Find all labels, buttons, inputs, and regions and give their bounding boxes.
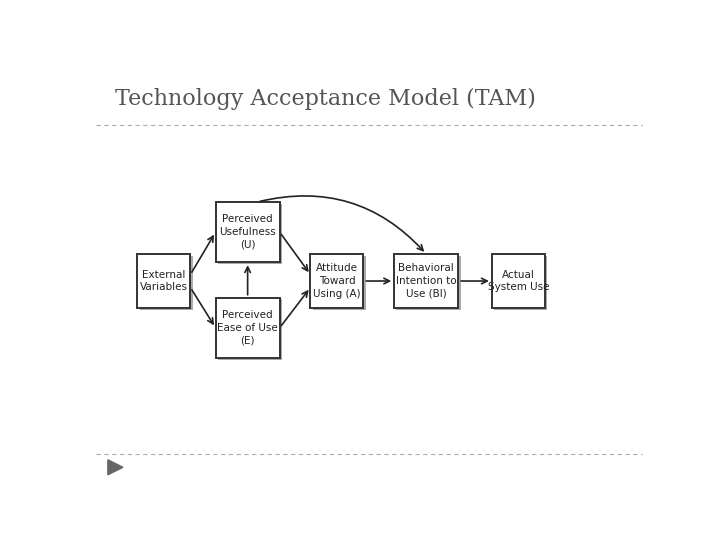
Text: Perceived
Usefulness
(U): Perceived Usefulness (U)	[220, 214, 276, 250]
Text: Perceived
Ease of Use
(E): Perceived Ease of Use (E)	[217, 310, 278, 346]
Text: External
Variables: External Variables	[140, 269, 188, 293]
Text: Attitude
Toward
Using (A): Attitude Toward Using (A)	[313, 263, 361, 299]
Polygon shape	[108, 460, 123, 475]
FancyBboxPatch shape	[494, 255, 547, 310]
FancyBboxPatch shape	[492, 254, 545, 308]
FancyBboxPatch shape	[310, 254, 364, 308]
FancyBboxPatch shape	[217, 204, 282, 264]
Text: Actual
System Use: Actual System Use	[487, 269, 549, 293]
FancyBboxPatch shape	[217, 299, 282, 360]
FancyBboxPatch shape	[396, 255, 461, 310]
FancyBboxPatch shape	[215, 298, 280, 358]
FancyBboxPatch shape	[140, 255, 193, 310]
FancyBboxPatch shape	[394, 254, 459, 308]
FancyBboxPatch shape	[138, 254, 190, 308]
Text: Behavioral
Intention to
Use (BI): Behavioral Intention to Use (BI)	[396, 263, 456, 299]
FancyBboxPatch shape	[312, 255, 366, 310]
FancyBboxPatch shape	[215, 202, 280, 262]
Text: Technology Acceptance Model (TAM): Technology Acceptance Model (TAM)	[115, 87, 536, 110]
